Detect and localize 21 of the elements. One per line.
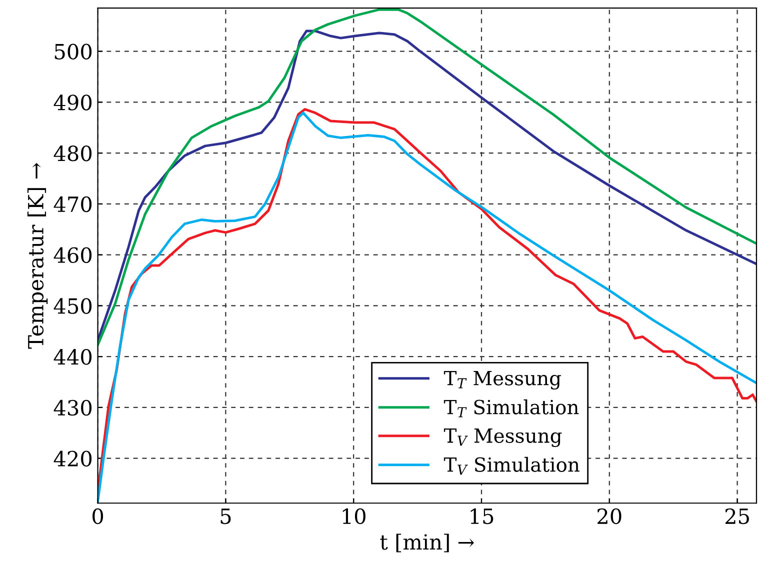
x-tick-label: 25 bbox=[725, 508, 749, 524]
x-tick-label: 10 bbox=[342, 508, 366, 524]
y-tick-label: 470 bbox=[54, 196, 92, 212]
y-tick-label: 480 bbox=[54, 146, 92, 162]
y-tick-label: 450 bbox=[54, 298, 92, 314]
x-tick-label: 5 bbox=[220, 508, 231, 524]
legend-label: T$_{V}$ Simulation bbox=[444, 456, 580, 475]
legend-label: T$_{T}$ Messung bbox=[444, 371, 561, 390]
y-tick-label: 460 bbox=[54, 247, 92, 264]
x-axis-title: t [min] → bbox=[380, 534, 474, 552]
y-axis-title: Temperatur [K] → bbox=[27, 163, 48, 349]
y-tick-label: 440 bbox=[54, 349, 92, 365]
y-tick-label: 420 bbox=[54, 450, 92, 467]
x-tick-label: 20 bbox=[598, 508, 622, 524]
y-tick-label: 500 bbox=[54, 44, 92, 60]
legend-label: T$_{T}$ Simulation bbox=[444, 399, 579, 418]
x-tick-label: 15 bbox=[470, 508, 494, 524]
legend-label: T$_{V}$ Messung bbox=[444, 428, 562, 448]
y-tick-label: 490 bbox=[54, 94, 92, 110]
y-tick-label: 430 bbox=[54, 400, 92, 416]
x-tick-label: 0 bbox=[92, 508, 104, 524]
